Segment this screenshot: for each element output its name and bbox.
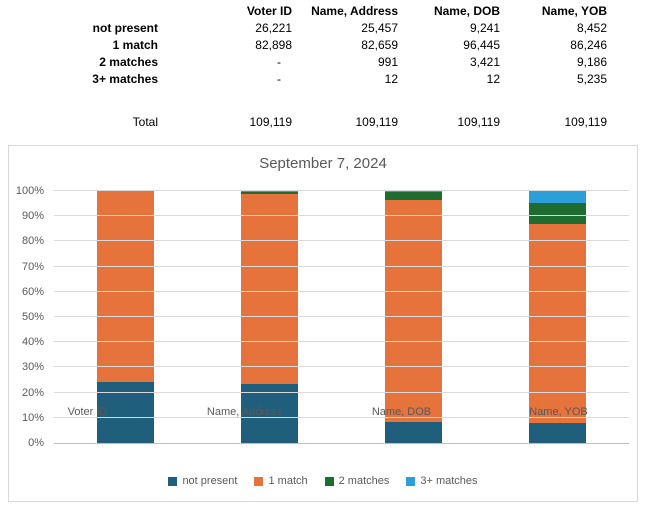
y-axis-tick-label: 60% [21, 285, 44, 298]
gridline [54, 290, 629, 292]
table-spacer-cell [500, 88, 607, 114]
legend-swatch-icon [406, 476, 416, 486]
bar-segment-1-match [384, 199, 442, 422]
table-spacer-cell [158, 88, 292, 114]
bars-container [54, 191, 629, 443]
legend-item-3-matches: 3+ matches [406, 475, 478, 487]
bar-segment-not-present [528, 423, 586, 443]
legend-label: 2 matches [338, 475, 390, 487]
table-total-cell: 109,119 [355, 115, 399, 129]
bar-slot [485, 191, 629, 443]
legend-swatch-icon [168, 476, 178, 486]
table-cell: 9,241 [469, 21, 500, 35]
x-axis-category-label: Name, Address [206, 406, 283, 418]
table-cell: 3,421 [469, 55, 500, 69]
table-column-header: Voter ID [246, 4, 292, 18]
bar-segment-not-present [241, 384, 299, 443]
x-axis-category-label: Voter ID [67, 406, 108, 418]
y-axis-tick-label: 40% [21, 336, 44, 349]
table-row-label: 2 matches [99, 55, 158, 69]
x-axis-category-label: Name, DOB [371, 406, 432, 418]
bar-segment-3-matches [528, 191, 586, 204]
legend-item-not-present: not present [168, 475, 237, 487]
bar-segment-2-matches [241, 192, 299, 195]
table-cell: - [277, 55, 281, 69]
legend-swatch-icon [254, 476, 264, 486]
table-cell: 8,452 [576, 21, 607, 35]
bar-slot [342, 191, 486, 443]
y-axis-tick-label: 70% [21, 260, 44, 273]
y-axis-tick-label: 10% [21, 411, 44, 424]
bar-segment-1-match [528, 224, 586, 424]
bar-slot [198, 191, 342, 443]
table-spacer-cell [398, 88, 500, 114]
table-column-header: Name, DOB [433, 4, 500, 18]
x-axis-category-label: Name, YOB [529, 406, 588, 418]
legend-label: 3+ matches [420, 475, 478, 487]
y-axis-tick-label: 80% [21, 235, 44, 248]
table-total-cell: 109,119 [249, 115, 293, 129]
table-cell: 82,659 [361, 38, 398, 52]
gridline [54, 416, 629, 418]
bar-segment-3-matches [241, 191, 299, 192]
legend-label: not present [182, 475, 238, 487]
table-cell: 12 [384, 72, 398, 86]
stacked-bar-name-yob [528, 191, 586, 443]
plot-area: 0% 10% 20% 30% 40% 50% 60% 70% 80% 90% 100% [16, 186, 629, 449]
bar-segment-3-matches [384, 191, 442, 192]
table-cell: 991 [377, 55, 398, 69]
table-spacer-cell [292, 88, 398, 114]
bar-segment-1-match [241, 194, 299, 385]
gridline [54, 265, 629, 267]
table-column-header: Name, YOB [541, 4, 607, 18]
x-axis-labels: Voter ID Name, Address Name, DOB Name, YOB [9, 406, 637, 418]
bar-segment-1-match [97, 191, 155, 383]
y-axis-tick-label: 0% [28, 437, 44, 449]
chart: September 7, 2024 0% 10% 20% 30% 40% 50% 60% 70… [8, 145, 638, 502]
legend-label: 1 match [268, 475, 308, 487]
bar-segment-2-matches [384, 192, 442, 200]
y-axis-tick-label: 30% [21, 361, 44, 374]
gridline [54, 240, 629, 242]
legend: not present 1 match 2 matches 3+ matches [9, 475, 637, 487]
table-spacer-cell [0, 88, 158, 114]
table-total-cell: 109,119 [457, 115, 501, 129]
table-row-label: 1 match [112, 38, 158, 52]
y-axis-tick-label: 100% [15, 185, 44, 197]
table-cell: 82,898 [255, 38, 292, 52]
bar-segment-2-matches [528, 203, 586, 225]
bar-segment-not-present [384, 421, 442, 443]
table-corner-cell [0, 3, 158, 20]
gridline [54, 366, 629, 368]
table-cell: - [277, 72, 281, 86]
table-cell: 25,457 [361, 21, 398, 35]
stacked-bar-name-address [241, 191, 299, 443]
gridline [54, 215, 629, 217]
x-axis-line [54, 443, 629, 444]
table-cell: 9,186 [576, 55, 607, 69]
table-row-label: 3+ matches [92, 72, 158, 86]
match-table: Voter ID Name, Address Name, DOB Name, YOB n… [0, 3, 607, 131]
table-cell: 12 [486, 72, 500, 86]
y-axis-tick-label: 90% [21, 210, 44, 223]
legend-swatch-icon [324, 476, 334, 486]
gridline [54, 316, 629, 317]
table-cell: 96,445 [463, 38, 500, 52]
table-cell: 26,221 [255, 21, 292, 35]
legend-item-1-match: 1 match [254, 475, 308, 487]
y-axis-tick-label: 50% [21, 311, 44, 323]
chart-title: September 7, 2024 [259, 155, 387, 172]
table-total-cell: 109,119 [564, 115, 608, 129]
table-total-label: Total [132, 115, 158, 129]
table-column-header: Name, Address [311, 4, 398, 18]
stacked-bar-name-dob [384, 191, 442, 443]
gridline [54, 341, 629, 343]
gridline [54, 190, 629, 191]
table-row-label: not present [92, 21, 158, 35]
gridline [54, 391, 629, 393]
y-axis-tick-label: 20% [21, 386, 44, 399]
table-cell: 5,235 [576, 72, 607, 86]
table-cell: 86,246 [570, 38, 607, 52]
legend-item-2-matches: 2 matches [324, 475, 390, 487]
